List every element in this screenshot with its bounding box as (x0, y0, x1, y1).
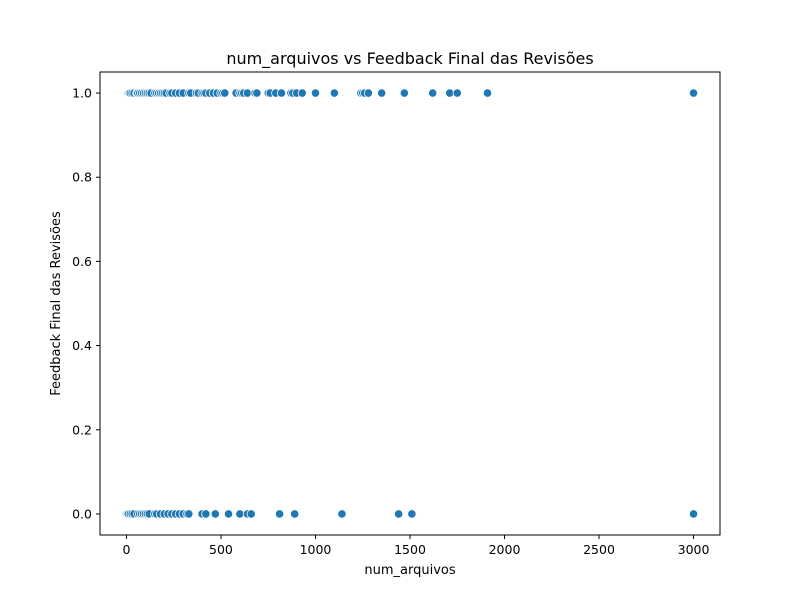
y-tick-label: 1.0 (72, 86, 92, 101)
x-tick-label: 0 (122, 542, 130, 557)
x-tick-label: 1500 (394, 542, 426, 557)
data-point (407, 509, 417, 519)
y-tick-label: 0.4 (72, 338, 92, 353)
data-point (274, 509, 285, 519)
data-point (688, 88, 699, 98)
data-point (399, 88, 409, 98)
data-point (363, 88, 374, 98)
data-point (223, 509, 234, 519)
data-point (428, 88, 438, 98)
x-tick-label: 2000 (489, 542, 521, 557)
data-point (310, 88, 321, 98)
data-point (184, 509, 194, 519)
y-tick-label: 0.2 (72, 422, 92, 437)
data-point (252, 88, 262, 98)
x-tick-label: 500 (209, 542, 233, 557)
data-point (688, 509, 699, 519)
data-point (242, 88, 253, 98)
data-point (329, 88, 339, 98)
data-point (235, 509, 245, 519)
data-point (276, 88, 287, 98)
chart-title: num_arquivos vs Feedback Final das Revis… (226, 49, 593, 69)
y-axis: 0.0 0.2 0.4 0.6 0.8 1.0 (72, 86, 100, 521)
data-points (121, 88, 699, 519)
data-point (220, 88, 230, 98)
data-point (210, 509, 220, 519)
plot-area (99, 71, 721, 536)
y-tick-label: 0.8 (72, 170, 92, 185)
data-point (297, 88, 307, 98)
data-point (377, 88, 387, 98)
y-axis-label: Feedback Final das Revisões (49, 211, 64, 396)
y-tick-label: 0.6 (72, 254, 92, 269)
data-point (290, 509, 300, 519)
x-axis-label: num_arquivos (364, 563, 455, 578)
x-tick-label: 3000 (678, 542, 710, 557)
data-point (452, 88, 462, 98)
y-tick-label: 0.0 (72, 506, 92, 521)
data-point (482, 88, 493, 98)
x-tick-label: 2500 (583, 542, 615, 557)
data-point (246, 509, 256, 519)
data-point (445, 88, 455, 98)
data-point (201, 509, 211, 519)
data-point (394, 509, 404, 519)
data-point (337, 509, 347, 519)
x-tick-label: 1000 (300, 542, 332, 557)
x-axis: 0 500 1000 1500 2000 2500 3000 (122, 535, 709, 557)
